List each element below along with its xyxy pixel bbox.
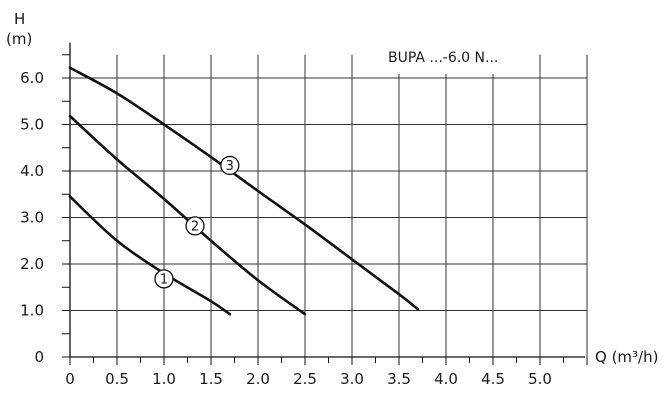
curve-label-number: 1	[160, 272, 168, 287]
y-tick-label: 2.0	[20, 255, 44, 273]
y-tick-label: 1.0	[20, 302, 44, 320]
y-axis-label-line1: H	[14, 10, 25, 28]
y-axis-label-line2: (m)	[6, 30, 32, 48]
curve-label-number: 3	[226, 159, 234, 174]
x-tick-label: 0	[65, 370, 75, 388]
pump-curve-2	[68, 114, 307, 316]
y-tick-label: 4.0	[20, 162, 44, 180]
y-tick-label: 6.0	[20, 69, 44, 87]
curve-label-circle	[154, 269, 174, 289]
curve-label-circle	[220, 155, 240, 176]
x-tick-label: 2.0	[246, 370, 270, 388]
curves	[68, 66, 420, 316]
axes	[62, 42, 588, 365]
x-tick-label: 5.0	[528, 370, 552, 388]
pump-curve-1	[68, 195, 232, 316]
grid	[70, 54, 588, 357]
x-tick-label: 2.5	[293, 370, 317, 388]
model-label-box	[372, 40, 530, 74]
x-tick-label: 4.5	[481, 370, 505, 388]
x-axis-label: Q (m³/h)	[595, 348, 658, 366]
curve-label-circle	[185, 216, 205, 236]
y-tick-label: 0	[34, 348, 44, 366]
curve-label-number: 2	[191, 219, 199, 234]
y-tick-label: 3.0	[20, 209, 44, 227]
x-tick-label: 3.0	[340, 370, 364, 388]
pump-curve-3	[68, 66, 420, 311]
x-tick-label: 1.0	[152, 370, 176, 388]
x-tick-label: 4.0	[434, 370, 458, 388]
curve-labels: 1 2 3	[154, 155, 240, 289]
tick-labels: 0 0.5 1.0 1.5 2.0 2.5 3.0 3.5 4.0 4.5 5.0 0 1.0 2.0 3.…	[20, 69, 552, 388]
y-tick-label: 5.0	[20, 116, 44, 134]
x-tick-label: 0.5	[105, 370, 129, 388]
x-tick-label: 3.5	[387, 370, 411, 388]
x-tick-label: 1.5	[199, 370, 223, 388]
model-label: BUPA ...-6.0 N...	[388, 50, 498, 66]
